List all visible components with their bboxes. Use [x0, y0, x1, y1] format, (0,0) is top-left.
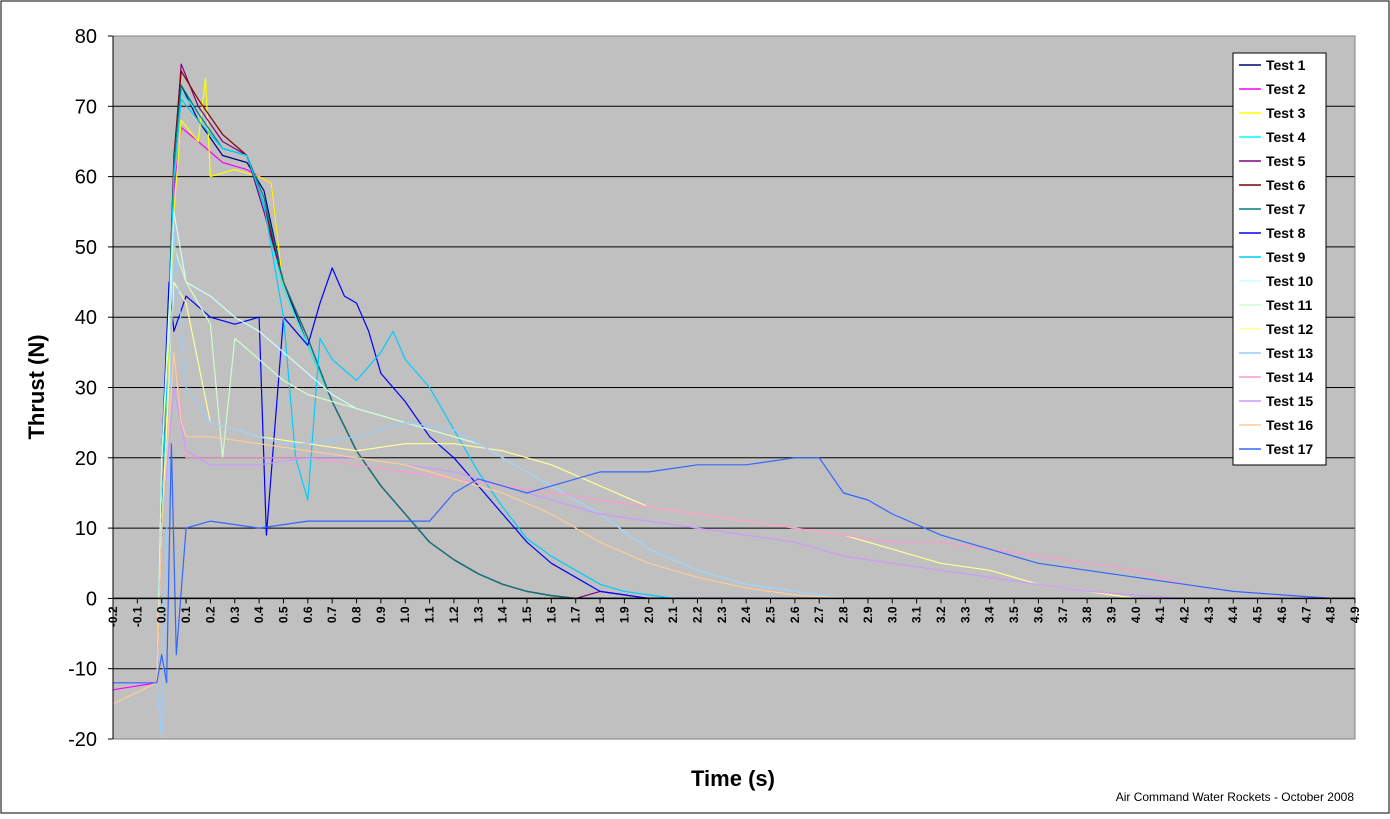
x-tick-label: 0.1 [179, 606, 193, 623]
series-line-test-7 [113, 84, 1355, 684]
x-tick-label: 2.7 [812, 606, 826, 623]
y-tick-label: -20 [68, 729, 97, 751]
x-tick-label: 2.8 [837, 606, 851, 623]
x-tick-label: 4.5 [1251, 606, 1265, 623]
y-tick-label: -10 [68, 659, 97, 681]
x-tick-label: 1.1 [423, 606, 437, 623]
x-tick-label: 1.9 [617, 606, 631, 623]
legend-label: Test 8 [1266, 225, 1306, 241]
y-tick-label: 30 [75, 378, 97, 400]
x-tick-label: 1.8 [593, 606, 607, 623]
x-tick-label: 4.4 [1226, 606, 1240, 623]
x-tick-label: 2.0 [642, 606, 656, 623]
legend-box [1232, 52, 1327, 466]
x-tick-label: 4.9 [1348, 606, 1362, 623]
y-tick-label: 20 [75, 448, 97, 470]
x-tick-label: 3.6 [1031, 606, 1045, 623]
y-tick-label: 10 [75, 518, 97, 540]
legend-label: Test 3 [1266, 105, 1306, 121]
legend-label: Test 2 [1266, 81, 1306, 97]
y-tick-label: 80 [75, 26, 97, 48]
x-tick-label: 3.2 [934, 606, 948, 623]
x-tick-label: 0.7 [325, 606, 339, 623]
x-tick-label: 0.8 [350, 606, 364, 623]
x-tick-label: 4.6 [1275, 606, 1289, 623]
legend-label: Test 1 [1266, 57, 1306, 73]
x-tick-label: 2.6 [788, 606, 802, 623]
x-tick-label: 1.7 [569, 606, 583, 623]
x-tick-label: 3.5 [1007, 606, 1021, 623]
y-tick-label: 70 [75, 96, 97, 118]
series-line-test-12 [113, 281, 1355, 684]
legend-label: Test 10 [1266, 273, 1313, 289]
x-tick-label: 4.3 [1202, 606, 1216, 623]
x-axis-title: Time (s) [691, 766, 775, 791]
series-line-test-8 [113, 267, 1355, 684]
legend-label: Test 14 [1266, 369, 1313, 385]
x-tick-label: 0.5 [276, 606, 290, 623]
series-line-test-17 [113, 443, 1355, 684]
x-tick-label: 3.0 [885, 606, 899, 623]
x-tick-label: 4.2 [1178, 606, 1192, 623]
series-line-test-13 [112, 232, 1355, 740]
legend-label: Test 17 [1266, 441, 1313, 457]
x-tick-label: 0.3 [228, 606, 242, 623]
legend-label: Test 6 [1266, 177, 1306, 193]
x-tick-label: 3.3 [958, 606, 972, 623]
x-tick-label: 3.1 [910, 606, 924, 623]
legend-label: Test 5 [1266, 153, 1306, 169]
y-tick-label: 60 [75, 167, 97, 189]
x-tick-label: 3.4 [983, 606, 997, 623]
x-tick-label: 1.4 [496, 606, 510, 623]
x-tick-label: 2.4 [739, 606, 753, 623]
x-tick-label: 0.9 [374, 606, 388, 623]
y-tick-label: 50 [75, 237, 97, 259]
x-tick-label: 3.9 [1104, 606, 1118, 623]
x-tick-label: 0.0 [155, 606, 169, 623]
x-tick-label: 1.3 [471, 606, 485, 623]
y-tick-label: 40 [75, 307, 97, 329]
y-axis-title: Thrust (N) [24, 334, 49, 439]
legend-label: Test 4 [1266, 129, 1306, 145]
series-line-test-16 [112, 351, 1355, 705]
y-tick-label: 0 [86, 588, 97, 610]
x-tick-label: 4.1 [1153, 606, 1167, 623]
x-tick-label: 4.0 [1129, 606, 1143, 623]
legend-label: Test 13 [1266, 345, 1313, 361]
x-tick-label: 2.9 [861, 606, 875, 623]
x-tick-label: 1.5 [520, 606, 534, 623]
x-tick-label: 0.2 [203, 606, 217, 623]
x-tick-label: 1.6 [544, 606, 558, 623]
x-tick-label: 2.1 [666, 606, 680, 623]
series-line-test-14 [113, 351, 1355, 684]
legend-label: Test 7 [1266, 201, 1306, 217]
series-line-test-9 [113, 98, 1355, 684]
x-tick-label: 3.7 [1056, 606, 1070, 623]
x-tick-label: 3.8 [1080, 606, 1094, 623]
legend-label: Test 16 [1266, 417, 1313, 433]
footer-credit: Air Command Water Rockets - October 2008 [1116, 790, 1355, 804]
legend-label: Test 12 [1266, 321, 1313, 337]
x-tick-label: 4.7 [1299, 606, 1313, 623]
legend-label: Test 9 [1266, 249, 1306, 265]
x-tick-label: 1.2 [447, 606, 461, 623]
x-tick-label: -0.1 [130, 606, 144, 627]
legend-label: Test 15 [1266, 393, 1313, 409]
x-tick-label: 4.8 [1324, 606, 1338, 623]
x-tick-label: -0.2 [106, 606, 120, 627]
series-line-test-15 [113, 386, 1355, 684]
x-tick-label: 0.6 [301, 606, 315, 623]
x-tick-label: 0.4 [252, 606, 266, 623]
x-tick-label: 2.3 [715, 606, 729, 623]
x-tick-label: 1.0 [398, 606, 412, 623]
x-tick-label: 2.2 [690, 606, 704, 623]
legend-label: Test 11 [1266, 297, 1313, 313]
x-tick-label: 2.5 [764, 606, 778, 623]
